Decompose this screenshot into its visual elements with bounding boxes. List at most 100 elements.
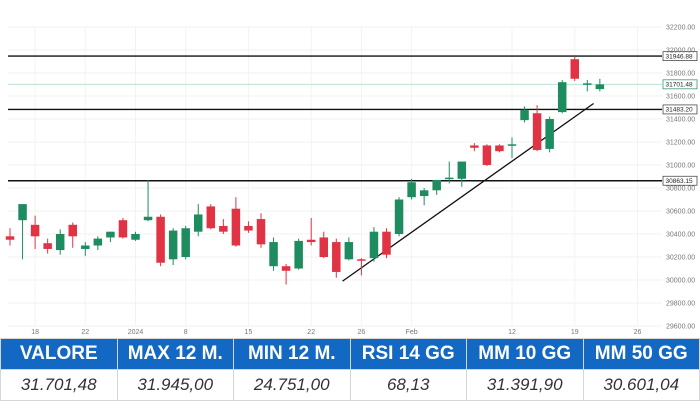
candle-46 [583,79,592,92]
trendline [342,102,594,282]
y-tick-label-5: 31200.00 [666,140,695,147]
level-box-1 [662,104,698,115]
candle-body-33 [419,190,429,197]
candle-0 [5,228,15,246]
candles [5,56,605,285]
y-tick-label-13: 29600.00 [666,324,695,331]
x-tick-label-1: 22 [81,329,89,336]
candle-body-7 [93,238,103,246]
candle-9 [118,217,128,239]
candle-body-14 [181,228,190,257]
x-tick-label-7: Feb [406,329,418,336]
candle-body-17 [219,225,228,232]
candle-body-39 [495,145,504,152]
candle-body-29 [369,231,379,259]
candle-3 [43,238,52,254]
candle-body-46 [583,83,592,85]
stat-value-mm-50: 30.601,04 [582,369,700,401]
candle-body-26 [332,242,341,272]
candle-31 [394,197,404,237]
stat-header-mm-10: MM 10 GG [466,338,584,370]
trendline-group [342,102,594,282]
candle-44 [557,79,567,114]
candle-body-23 [294,240,303,269]
candle-1 [18,204,27,260]
candle-22 [281,263,291,285]
stat-value-valore: 31.701,48 [0,369,118,401]
candle-body-21 [269,242,278,267]
candle-body-28 [357,259,366,261]
candle-4 [55,229,65,255]
level-box-2 [662,175,698,186]
stats-value-row: 31.701,48 31.945,00 24.751,00 68,13 31.3… [0,369,700,401]
candle-body-15 [194,214,203,232]
level-label-1: 31483.20 [666,107,693,114]
candle-body-41 [520,109,529,121]
stats-table: VALORE MAX 12 M. MIN 12 M. RSI 14 GG MM … [0,338,700,401]
x-tick-label-10: 26 [634,329,642,336]
candle-body-0 [5,236,15,240]
candle-29 [369,227,379,262]
candle-body-24 [306,239,316,243]
candle-body-27 [344,242,354,260]
candle-47 [595,78,605,92]
candle-body-32 [407,182,416,198]
candle-41 [520,106,529,123]
candle-body-18 [231,208,241,246]
candle-body-38 [482,145,492,165]
y-tick-label-7: 30800.00 [666,186,695,193]
candle-38 [482,144,492,167]
candle-42 [532,105,542,152]
stats-header-row: VALORE MAX 12 M. MIN 12 M. RSI 14 GG MM … [0,338,700,370]
horizontal-levels: 31946.88 31483.20 30863.15 31701.48 [8,51,698,186]
candle-body-8 [106,231,115,238]
candle-11 [143,179,153,222]
stat-value-rsi-14: 68,13 [349,369,467,401]
candle-body-20 [256,219,266,245]
candle-30 [382,228,391,259]
candle-body-1 [18,204,27,221]
candle-body-37 [470,145,479,148]
candle-14 [181,225,190,260]
y-tick-label-4: 31400.00 [666,117,695,124]
candle-6 [81,242,90,256]
stat-header-rsi-14: RSI 14 GG [349,338,467,370]
candle-body-43 [545,119,554,149]
x-tick-label-9: 19 [571,329,579,336]
candle-body-44 [557,82,567,113]
candle-body-45 [570,59,579,79]
x-tick-label-3: 8 [184,329,188,336]
y-axis: 32200.00 32000.00 31800.00 31600.00 31400.00… [666,25,695,331]
x-tick-label-8: 12 [508,329,516,336]
x-tick-label-2: 2024 [128,329,144,336]
candle-body-5 [68,224,77,237]
candle-15 [194,204,203,237]
candle-33 [419,188,429,206]
candle-45 [570,56,579,82]
y-tick-label-3: 31600.00 [666,94,695,101]
y-tick-label-9: 30400.00 [666,232,695,239]
candle-25 [319,231,328,259]
candle-36 [457,161,467,187]
candle-10 [131,231,140,241]
candle-21 [269,237,278,271]
candle-body-35 [445,177,454,180]
candle-43 [545,116,554,153]
candle-13 [168,228,178,266]
candle-12 [156,214,165,267]
candle-16 [206,204,216,230]
current-price-box [662,79,698,90]
x-tick-label-4: 15 [245,329,253,336]
candle-body-34 [432,179,441,191]
x-tick-label-6: 26 [358,329,366,336]
candle-body-10 [131,234,140,240]
level-label-2: 30863.15 [666,178,693,185]
y-tick-label-12: 29800.00 [666,301,695,308]
candle-35 [445,161,454,184]
candle-body-22 [281,266,291,271]
candle-body-25 [319,237,328,257]
current-price-label: 31701.48 [666,82,693,89]
stat-value-max-12m: 31.945,00 [116,369,234,401]
x-tick-label-5: 22 [307,329,315,336]
candle-5 [68,222,77,248]
